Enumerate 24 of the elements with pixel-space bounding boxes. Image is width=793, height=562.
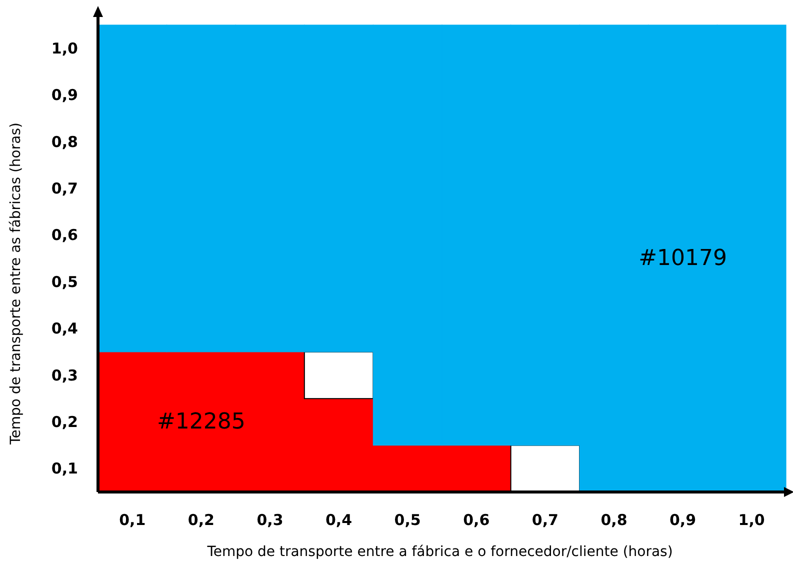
x-tick-label: 1,0: [738, 511, 765, 529]
y-tick-label: 0,7: [51, 179, 78, 198]
x-tick-label: 0,2: [188, 511, 214, 529]
x-tick-label: 0,1: [119, 511, 146, 529]
x-tick-label: 0,9: [670, 511, 696, 529]
series-label: #10179: [638, 246, 728, 271]
y-tick-label: 0,2: [51, 412, 78, 431]
x-tick-label: 0,3: [256, 511, 284, 529]
x-tick-label: 0,8: [600, 511, 628, 529]
series-label: #12285: [156, 409, 246, 434]
y-tick-label: 0,9: [51, 86, 78, 104]
x-tick-label: 0,4: [326, 511, 352, 529]
y-tick-label: 0,4: [51, 320, 78, 338]
x-tick-label: 0,7: [532, 511, 558, 529]
x-tick-label: 0,5: [394, 511, 421, 529]
y-tick-label: 0,3: [51, 366, 78, 384]
y-tick-label: 0,1: [51, 460, 78, 478]
y-tick-label: 1,0: [51, 39, 78, 58]
y-tick-label: 0,6: [51, 226, 78, 244]
y-axis-title: Tempo de transporte entre as fábricas (horas): [8, 122, 24, 446]
y-tick-label: 0,8: [51, 132, 78, 151]
x-tick-label: 0,6: [463, 511, 490, 529]
x-axis-title: Tempo de transporte entre a fábrica e o fornecedor/cliente (horas): [206, 544, 673, 560]
y-tick-label: 0,5: [51, 272, 78, 291]
